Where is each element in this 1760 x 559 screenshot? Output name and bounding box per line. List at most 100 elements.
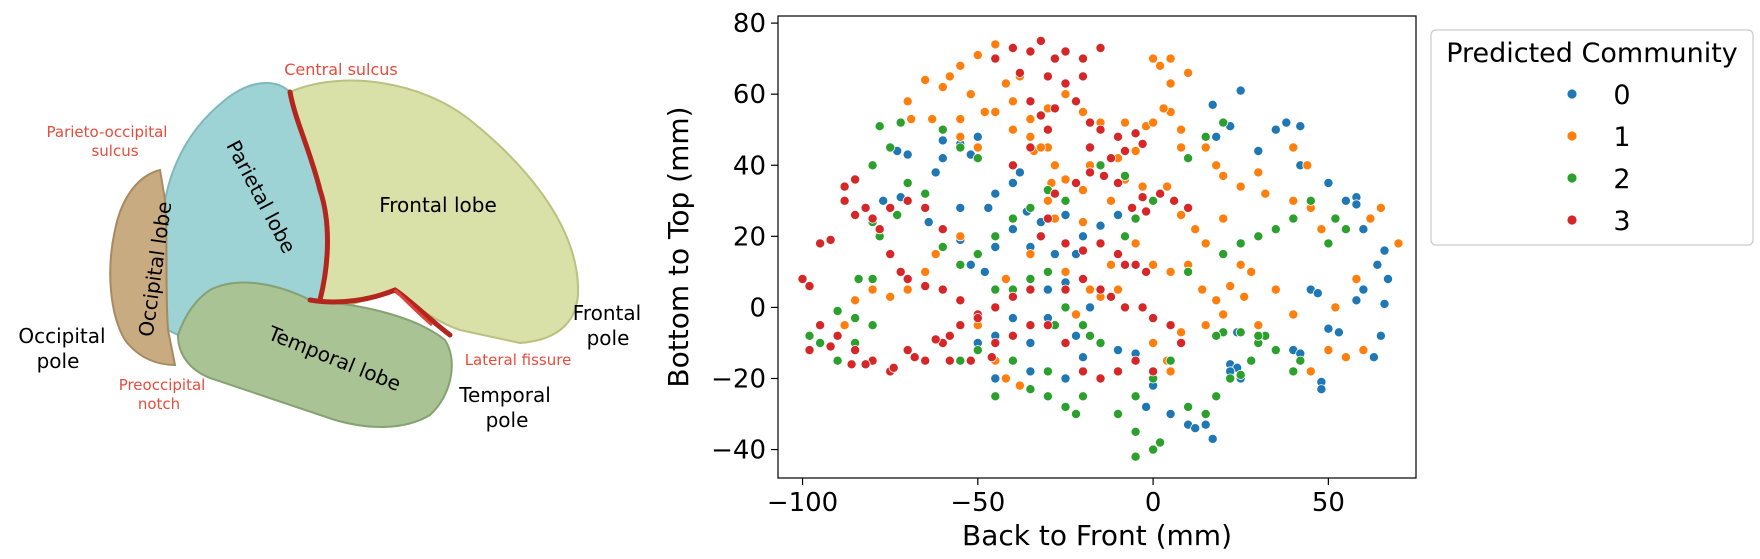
data-point-community-2 <box>1148 444 1159 455</box>
data-point-community-0 <box>1379 298 1390 309</box>
data-point-community-1 <box>1000 373 1011 384</box>
legend-title: Predicted Community <box>1446 38 1738 69</box>
occipital-pole-label-2: pole <box>37 349 80 373</box>
x-tick-label: −100 <box>767 488 838 518</box>
data-point-community-0 <box>1077 231 1088 242</box>
data-point-community-3 <box>1025 46 1036 57</box>
data-point-community-3 <box>1137 138 1148 149</box>
data-point-community-1 <box>1183 67 1194 78</box>
data-point-community-3 <box>1148 313 1159 324</box>
occipital-pole-label-1: Occipital <box>18 324 105 348</box>
data-point-community-0 <box>1084 302 1095 313</box>
data-point-community-2 <box>895 117 906 128</box>
temporal-pole-label-2: pole <box>486 408 529 432</box>
data-point-community-3 <box>1084 117 1095 128</box>
data-point-community-0 <box>1235 85 1246 96</box>
data-point-community-0 <box>1372 259 1383 270</box>
preoccipital-label-2: notch <box>138 395 180 413</box>
data-point-community-2 <box>1130 213 1141 224</box>
data-point-community-3 <box>850 345 861 356</box>
data-point-community-2 <box>850 313 861 324</box>
legend-label-1: 1 <box>1613 122 1630 153</box>
frontal-pole-label-1: Frontal <box>573 301 641 325</box>
data-point-community-0 <box>1014 167 1025 178</box>
data-point-community-3 <box>930 334 941 345</box>
data-point-community-1 <box>955 131 966 142</box>
data-point-community-2 <box>867 160 878 171</box>
data-point-community-2 <box>1270 224 1281 235</box>
data-point-community-1 <box>1025 249 1036 260</box>
data-point-community-3 <box>937 284 948 295</box>
data-point-community-3 <box>846 359 857 370</box>
data-point-community-3 <box>1042 71 1053 82</box>
data-point-community-3 <box>1119 145 1130 156</box>
x-axis-label: Back to Front (mm) <box>962 519 1232 552</box>
data-point-community-2 <box>1183 153 1194 164</box>
data-point-community-2 <box>937 124 948 135</box>
y-tick-label: 20 <box>733 222 766 252</box>
data-point-community-1 <box>1130 238 1141 249</box>
data-point-community-1 <box>1288 309 1299 320</box>
data-point-community-1 <box>1060 174 1071 185</box>
data-point-community-1 <box>1007 124 1018 135</box>
data-point-community-0 <box>1200 419 1211 430</box>
data-point-community-2 <box>1225 373 1236 384</box>
data-point-community-0 <box>1253 145 1264 156</box>
data-point-community-3 <box>839 181 850 192</box>
data-point-community-1 <box>920 266 931 277</box>
data-point-community-3 <box>1049 103 1060 114</box>
data-point-community-1 <box>1375 202 1386 213</box>
data-point-community-0 <box>1141 401 1152 412</box>
data-point-community-1 <box>1014 380 1025 391</box>
data-point-community-3 <box>1070 177 1081 188</box>
data-point-community-0 <box>1165 408 1176 419</box>
data-point-community-2 <box>1288 366 1299 377</box>
y-tick-label: −20 <box>711 364 766 394</box>
data-point-community-3 <box>1025 320 1036 331</box>
legend: Predicted Community 0 1 2 3 <box>1430 29 1754 246</box>
data-point-community-1 <box>1137 181 1148 192</box>
data-point-community-1 <box>972 142 983 153</box>
central-sulcus-line <box>287 89 330 303</box>
data-point-community-1 <box>1070 309 1081 320</box>
data-point-community-0 <box>1007 224 1018 235</box>
x-tick-label: −50 <box>950 488 1005 518</box>
data-point-community-0 <box>1070 330 1081 341</box>
occipital-lobe-region <box>109 168 177 367</box>
data-point-community-2 <box>885 142 896 153</box>
data-point-community-2 <box>1025 202 1036 213</box>
legend-box <box>1430 29 1754 246</box>
legend-marker-2 <box>1566 172 1578 184</box>
data-point-community-3 <box>1084 142 1095 153</box>
data-point-community-0 <box>1211 131 1222 142</box>
data-point-community-3 <box>1105 153 1116 164</box>
data-point-community-3 <box>1095 124 1106 135</box>
data-point-community-3 <box>1095 238 1106 249</box>
data-point-community-1 <box>1000 273 1011 284</box>
data-point-community-1 <box>1302 160 1313 171</box>
data-point-community-3 <box>839 195 850 206</box>
data-point-community-1 <box>1007 96 1018 107</box>
data-point-community-2 <box>990 231 1001 242</box>
data-point-community-3 <box>1042 213 1053 224</box>
data-point-community-1 <box>1176 209 1187 220</box>
data-point-community-0 <box>923 217 934 228</box>
data-point-community-1 <box>1119 117 1130 128</box>
data-point-community-2 <box>1183 266 1194 277</box>
data-point-community-1 <box>937 82 948 93</box>
data-point-community-2 <box>832 305 843 316</box>
data-point-community-0 <box>1295 121 1306 132</box>
data-point-community-2 <box>1095 160 1106 171</box>
data-point-community-2 <box>1077 320 1088 331</box>
data-point-community-1 <box>1049 160 1060 171</box>
data-point-community-3 <box>1035 110 1046 121</box>
data-point-community-0 <box>1323 323 1334 334</box>
data-point-community-1 <box>930 249 941 260</box>
data-point-community-3 <box>860 359 871 370</box>
data-point-community-1 <box>990 39 1001 50</box>
data-point-community-1 <box>1239 291 1250 302</box>
data-point-community-2 <box>955 355 966 366</box>
data-point-community-2 <box>1148 195 1159 206</box>
data-point-community-3 <box>1130 355 1141 366</box>
